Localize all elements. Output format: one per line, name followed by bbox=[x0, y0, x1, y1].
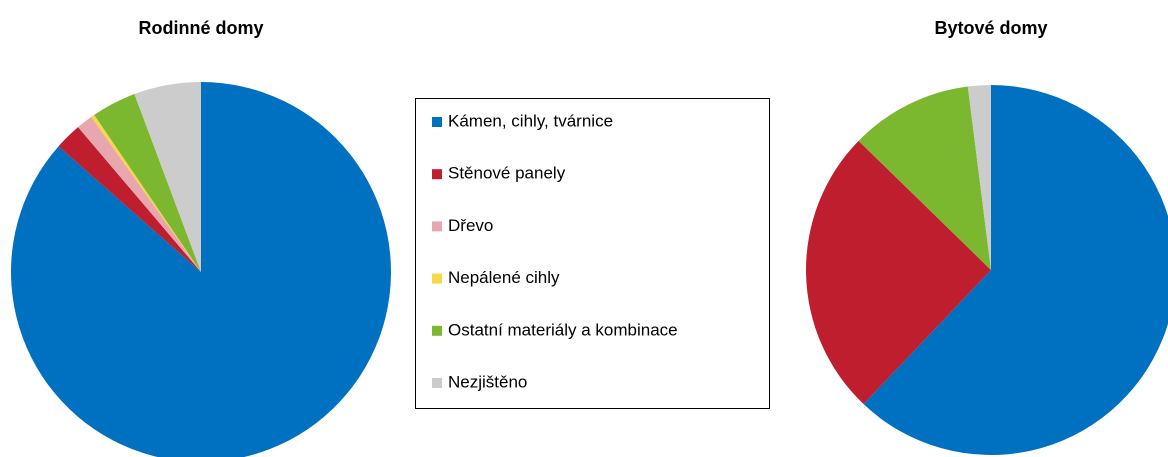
legend-label: Ostatní materiály a kombinace bbox=[448, 320, 678, 339]
legend-label: Nezjištěno bbox=[448, 372, 527, 391]
legend-label: Dřevo bbox=[448, 216, 493, 235]
legend-swatch bbox=[432, 325, 442, 336]
legend-label: Nepálené cihly bbox=[448, 268, 560, 287]
legend-label: Stěnové panely bbox=[448, 164, 566, 183]
pie-slice bbox=[967, 85, 991, 270]
legend-swatch bbox=[432, 169, 442, 180]
legend-swatch bbox=[432, 221, 442, 232]
pie-slice bbox=[91, 114, 201, 272]
legend-label: Kámen, cihly, tvárnice bbox=[448, 111, 613, 130]
legend-box bbox=[415, 98, 770, 409]
pie-slice bbox=[78, 116, 201, 273]
pie-slice bbox=[58, 127, 201, 272]
legend-swatch bbox=[432, 378, 442, 388]
legend-swatch bbox=[432, 117, 442, 127]
pie-slice bbox=[94, 94, 201, 273]
pie-slice bbox=[11, 82, 392, 457]
legend-swatch bbox=[432, 273, 442, 284]
pie-slice bbox=[858, 86, 991, 271]
chart-title: Rodinné domy bbox=[139, 18, 264, 38]
pie-slice bbox=[134, 82, 201, 272]
chart-title: Bytové domy bbox=[934, 18, 1047, 38]
pie-slice bbox=[858, 140, 991, 270]
pie-slice bbox=[863, 85, 1168, 455]
pie-slice bbox=[806, 140, 991, 405]
